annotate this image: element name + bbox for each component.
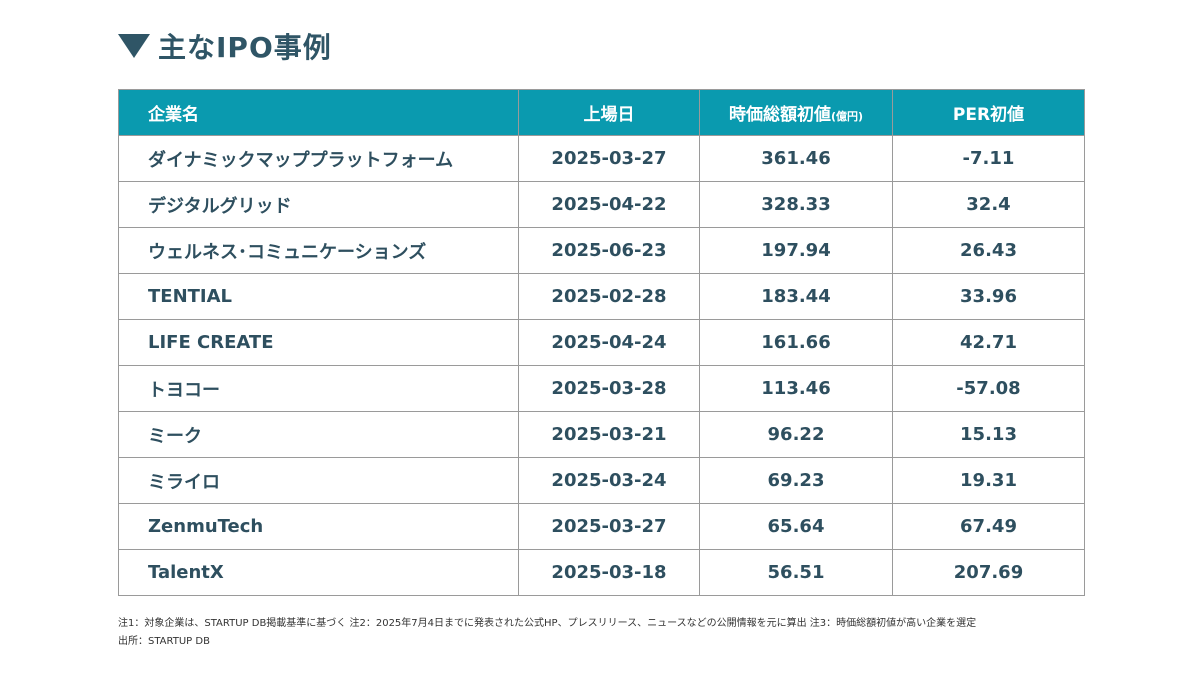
per-cell: 15.13 — [892, 411, 1085, 458]
listing-date-cell: 2025-03-21 — [518, 411, 700, 458]
listing-date-cell: 2025-03-28 — [518, 365, 700, 412]
company-cell: ZenmuTech — [118, 503, 519, 550]
listing-date-cell: 2025-03-24 — [518, 457, 700, 504]
company-cell: TalentX — [118, 549, 519, 596]
market-cap-cell: 361.46 — [699, 135, 893, 182]
market-cap-cell: 161.66 — [699, 319, 893, 366]
company-cell: LIFE CREATE — [118, 319, 519, 366]
table-row: ダイナミックマッププラットフォーム 2025-03-27 361.46 -7.1… — [118, 135, 1085, 182]
per-cell: -57.08 — [892, 365, 1085, 412]
table-row: トヨコー 2025-03-28 113.46 -57.08 — [118, 365, 1085, 412]
source-text: 出所：STARTUP DB — [118, 636, 210, 647]
market-cap-cell: 197.94 — [699, 227, 893, 274]
table-row: TalentX 2025-03-18 56.51 207.69 — [118, 549, 1085, 596]
market-cap-cell: 328.33 — [699, 181, 893, 228]
market-cap-cell: 113.46 — [699, 365, 893, 412]
per-cell: 33.96 — [892, 273, 1085, 320]
per-cell: 26.43 — [892, 227, 1085, 274]
company-cell: ウェルネス･コミュニケーションズ — [118, 227, 519, 274]
listing-date-cell: 2025-04-24 — [518, 319, 700, 366]
per-cell: 42.71 — [892, 319, 1085, 366]
table-row: デジタルグリッド 2025-04-22 328.33 32.4 — [118, 181, 1085, 228]
per-cell: 32.4 — [892, 181, 1085, 228]
table-row: TENTIAL 2025-02-28 183.44 33.96 — [118, 273, 1085, 320]
market-cap-cell: 56.51 — [699, 549, 893, 596]
company-cell: トヨコー — [118, 365, 519, 412]
page-title-text: 主なIPO事例 — [158, 31, 332, 64]
company-cell: ミライロ — [118, 457, 519, 504]
per-cell: 67.49 — [892, 503, 1085, 550]
table-row: ミーク 2025-03-21 96.22 15.13 — [118, 411, 1085, 458]
ipo-table: 企業名 上場日 時価総額初値(億円) PER初値 ダイナミックマッププラットフォ… — [118, 89, 1085, 596]
table-header-row: 企業名 上場日 時価総額初値(億円) PER初値 — [118, 89, 1085, 136]
listing-date-cell: 2025-03-27 — [518, 503, 700, 550]
header-market-cap-label: 時価総額初値 — [728, 105, 831, 125]
table-row: LIFE CREATE 2025-04-24 161.66 42.71 — [118, 319, 1085, 366]
header-company: 企業名 — [118, 89, 519, 136]
listing-date-cell: 2025-02-28 — [518, 273, 700, 320]
market-cap-cell: 96.22 — [699, 411, 893, 458]
table-row: ミライロ 2025-03-24 69.23 19.31 — [118, 457, 1085, 504]
per-cell: 19.31 — [892, 457, 1085, 504]
market-cap-cell: 65.64 — [699, 503, 893, 550]
header-market-cap-unit: (億円) — [830, 110, 864, 123]
company-cell: TENTIAL — [118, 273, 519, 320]
company-cell: ミーク — [118, 411, 519, 458]
listing-date-cell: 2025-04-22 — [518, 181, 700, 228]
header-per: PER初値 — [892, 89, 1085, 136]
header-listing-date: 上場日 — [518, 89, 700, 136]
listing-date-cell: 2025-03-27 — [518, 135, 700, 182]
down-triangle-icon — [118, 34, 150, 58]
per-cell: -7.11 — [892, 135, 1085, 182]
market-cap-cell: 69.23 — [699, 457, 893, 504]
table-row: ウェルネス･コミュニケーションズ 2025-06-23 197.94 26.43 — [118, 227, 1085, 274]
listing-date-cell: 2025-03-18 — [518, 549, 700, 596]
company-cell: デジタルグリッド — [118, 181, 519, 228]
footnote-text: 注1：対象企業は、STARTUP DB掲載基準に基づく 注2：2025年7月4日… — [118, 618, 977, 629]
market-cap-cell: 183.44 — [699, 273, 893, 320]
company-cell: ダイナミックマッププラットフォーム — [118, 135, 519, 182]
table-row: ZenmuTech 2025-03-27 65.64 67.49 — [118, 503, 1085, 550]
listing-date-cell: 2025-06-23 — [518, 227, 700, 274]
header-market-cap: 時価総額初値(億円) — [699, 89, 893, 136]
page-title: 主なIPO事例 — [118, 26, 332, 66]
per-cell: 207.69 — [892, 549, 1085, 596]
